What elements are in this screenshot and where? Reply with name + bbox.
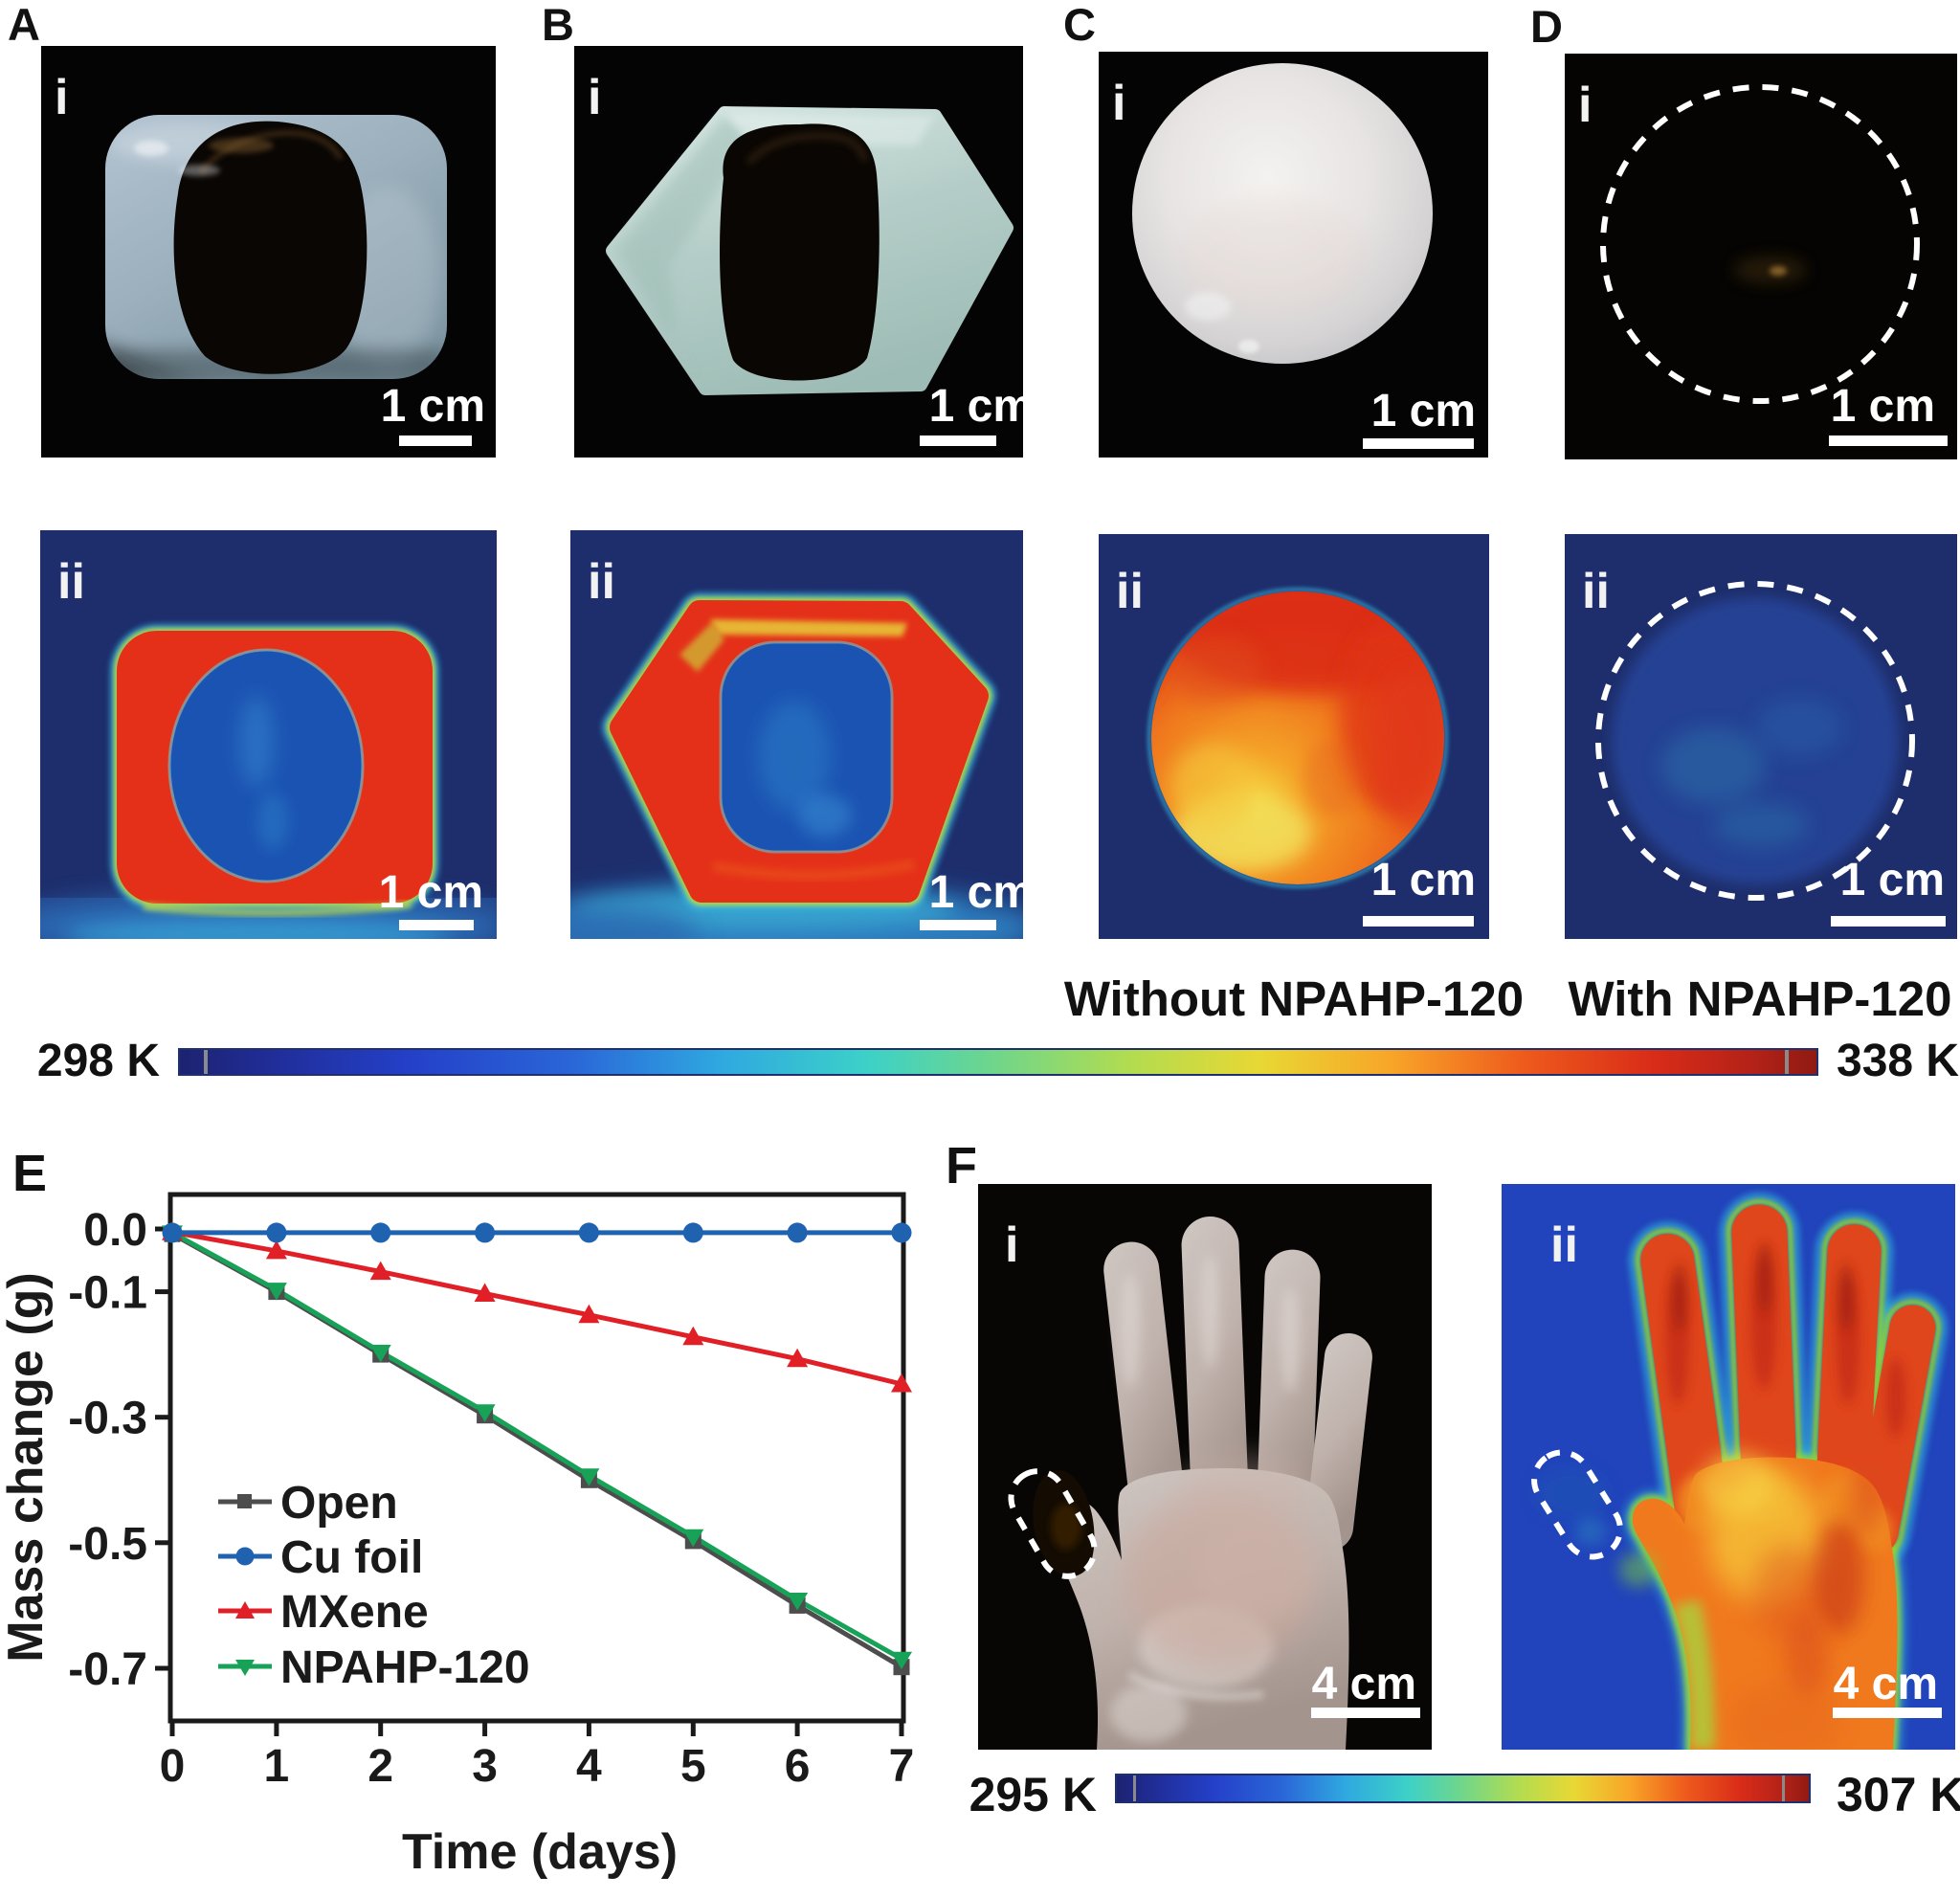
svg-text:1 cm: 1 cm bbox=[1371, 855, 1476, 905]
svg-text:3: 3 bbox=[472, 1741, 498, 1792]
svg-text:ii: ii bbox=[1582, 564, 1610, 619]
svg-text:6: 6 bbox=[785, 1741, 811, 1792]
svg-text:338 K: 338 K bbox=[1837, 1036, 1959, 1086]
svg-text:Without NPAHP-120: Without NPAHP-120 bbox=[1064, 971, 1524, 1026]
svg-text:C: C bbox=[1063, 0, 1096, 50]
svg-text:MXene: MXene bbox=[280, 1587, 429, 1638]
svg-text:i: i bbox=[1578, 78, 1592, 133]
svg-text:Cu foil: Cu foil bbox=[280, 1532, 423, 1583]
svg-text:0.0: 0.0 bbox=[83, 1205, 147, 1256]
svg-text:295 K: 295 K bbox=[969, 1768, 1097, 1821]
svg-text:i: i bbox=[1005, 1217, 1018, 1273]
svg-text:i: i bbox=[55, 70, 68, 125]
svg-text:D: D bbox=[1530, 1, 1563, 52]
svg-text:ii: ii bbox=[1550, 1217, 1578, 1273]
svg-text:1 cm: 1 cm bbox=[929, 867, 1034, 918]
svg-text:1 cm: 1 cm bbox=[929, 381, 1034, 432]
svg-text:F: F bbox=[946, 1137, 977, 1195]
svg-text:ii: ii bbox=[1116, 564, 1144, 619]
svg-text:4 cm: 4 cm bbox=[1312, 1659, 1416, 1709]
svg-text:1: 1 bbox=[264, 1741, 290, 1792]
svg-text:E: E bbox=[12, 1145, 47, 1202]
svg-text:307 K: 307 K bbox=[1837, 1768, 1960, 1821]
svg-text:-0.3: -0.3 bbox=[68, 1394, 147, 1444]
svg-text:-0.7: -0.7 bbox=[68, 1644, 147, 1695]
svg-text:With NPAHP-120: With NPAHP-120 bbox=[1569, 971, 1952, 1026]
svg-text:i: i bbox=[588, 70, 601, 125]
svg-text:1 cm: 1 cm bbox=[1371, 386, 1476, 436]
svg-text:298 K: 298 K bbox=[37, 1036, 160, 1086]
svg-text:5: 5 bbox=[680, 1741, 706, 1792]
svg-text:ii: ii bbox=[57, 554, 85, 610]
svg-text:Open: Open bbox=[280, 1478, 398, 1529]
svg-text:1 cm: 1 cm bbox=[381, 381, 485, 432]
svg-text:i: i bbox=[1112, 76, 1125, 131]
svg-text:NPAHP-120: NPAHP-120 bbox=[280, 1642, 530, 1693]
svg-text:B: B bbox=[542, 0, 574, 50]
svg-text:Time (days): Time (days) bbox=[402, 1824, 678, 1880]
svg-text:Mass change (g): Mass change (g) bbox=[0, 1272, 54, 1662]
svg-text:4: 4 bbox=[576, 1741, 602, 1792]
svg-text:ii: ii bbox=[588, 554, 615, 610]
svg-text:0: 0 bbox=[160, 1741, 186, 1792]
svg-text:1 cm: 1 cm bbox=[1840, 855, 1945, 905]
svg-text:4 cm: 4 cm bbox=[1834, 1659, 1938, 1709]
svg-text:1 cm: 1 cm bbox=[1831, 381, 1935, 432]
svg-text:2: 2 bbox=[368, 1741, 393, 1792]
svg-text:-0.1: -0.1 bbox=[68, 1268, 147, 1319]
svg-text:1 cm: 1 cm bbox=[379, 867, 483, 918]
svg-text:A: A bbox=[8, 0, 40, 50]
svg-text:-0.5: -0.5 bbox=[68, 1519, 147, 1570]
svg-text:7: 7 bbox=[889, 1741, 915, 1792]
